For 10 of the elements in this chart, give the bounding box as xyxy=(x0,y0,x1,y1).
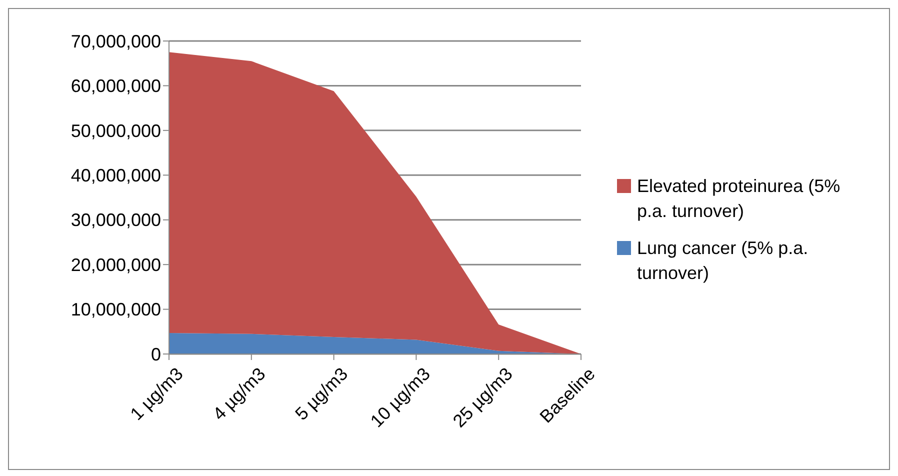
y-tick-label: 10,000,000 xyxy=(70,300,161,320)
y-tick-label: 70,000,000 xyxy=(70,31,161,52)
y-tick-label: 20,000,000 xyxy=(70,254,161,275)
y-tick-label: 30,000,000 xyxy=(70,210,161,230)
y-tick-label: 60,000,000 xyxy=(70,76,161,96)
y-tick-label: 0 xyxy=(150,344,161,364)
y-tick-label: 50,000,000 xyxy=(70,120,161,141)
legend-label: Lung cancer (5% p.a. turnover) xyxy=(637,237,810,285)
legend-label: Elevated proteinurea (5% p.a. turnover) xyxy=(637,175,842,223)
y-tick-label: 40,000,000 xyxy=(70,166,161,186)
